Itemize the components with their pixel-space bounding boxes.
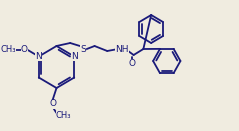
Text: N: N [35,52,42,61]
Text: S: S [80,45,86,53]
Text: O: O [21,45,28,54]
Text: CH₃: CH₃ [56,111,71,119]
Text: O: O [128,59,135,67]
Text: N: N [71,52,78,61]
Text: NH: NH [115,45,129,53]
Text: O: O [49,100,56,108]
Text: CH₃: CH₃ [0,45,16,54]
